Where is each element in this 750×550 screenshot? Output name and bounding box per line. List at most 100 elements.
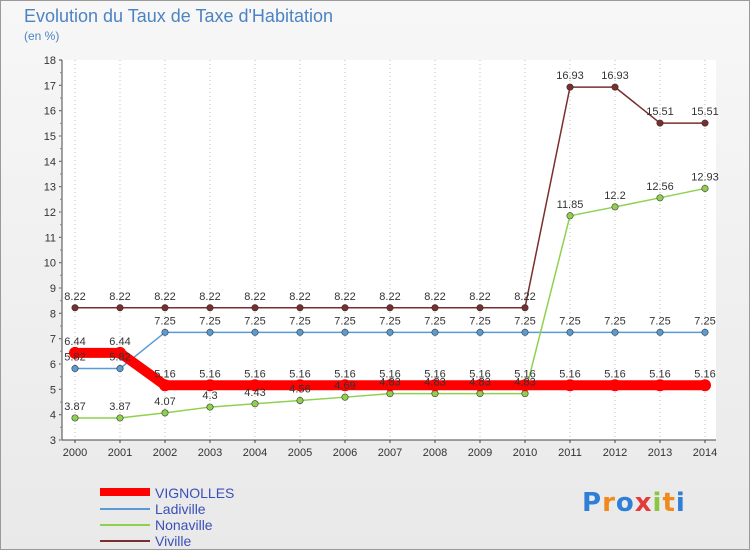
data-label-ladiville-2008: 7.25: [424, 315, 445, 327]
data-label-viville-2014: 15.51: [691, 106, 719, 118]
proxiti-logo: Proxiti: [582, 488, 686, 518]
point-viville-2009: [476, 304, 484, 312]
data-label-ladiville-2001: 5.82: [109, 352, 130, 364]
data-label-nonaville-2011: 11.85: [557, 199, 584, 211]
data-label-ladiville-2005: 7.25: [289, 315, 310, 327]
data-label-vignolles-2014: 5.16: [694, 368, 715, 380]
point-viville-2008: [431, 304, 439, 312]
data-label-nonaville-2012: 12.2: [604, 190, 625, 202]
data-label-ladiville-2004: 7.25: [244, 315, 265, 327]
point-ladiville-2000: [71, 365, 79, 373]
data-label-vignolles-2008: 5.16: [424, 368, 445, 380]
point-ladiville-2013: [656, 328, 664, 336]
point-ladiville-2005: [296, 328, 304, 336]
data-label-nonaville-2003: 4.3: [202, 390, 217, 402]
point-viville-2007: [386, 304, 394, 312]
data-label-vignolles-2010: 5.16: [514, 368, 535, 380]
point-nonaville-2005: [296, 396, 304, 404]
data-label-vignolles-2005: 5.16: [289, 368, 310, 380]
point-viville-2004: [251, 304, 259, 312]
x-tick-label-2007: 2007: [378, 447, 402, 459]
data-label-ladiville-2013: 7.25: [649, 315, 670, 327]
data-label-viville-2000: 8.22: [64, 291, 85, 303]
x-tick-label-2004: 2004: [243, 447, 267, 459]
x-tick-label-2011: 2011: [558, 447, 582, 459]
point-nonaville-2002: [161, 409, 169, 417]
x-tick-label-2002: 2002: [153, 447, 177, 459]
data-label-vignolles-2013: 5.16: [649, 368, 670, 380]
y-tick-label-6: 6: [50, 359, 56, 371]
point-viville-2003: [206, 304, 214, 312]
point-nonaville-2001: [116, 414, 124, 422]
data-label-nonaville-2010: 4.83: [514, 377, 535, 389]
point-nonaville-2000: [71, 414, 79, 422]
legend-swatch-viville: [100, 540, 150, 542]
data-label-nonaville-2013: 12.56: [646, 181, 674, 193]
point-viville-2010: [521, 304, 529, 312]
x-tick-label-2010: 2010: [513, 447, 537, 459]
data-label-vignolles-2001: 6.44: [109, 336, 130, 348]
data-label-viville-2007: 8.22: [379, 291, 400, 303]
x-tick-label-2012: 2012: [603, 447, 627, 459]
point-vignolles-2007: [384, 379, 396, 392]
data-label-vignolles-2002: 5.16: [154, 368, 175, 380]
point-nonaville-2009: [476, 390, 484, 398]
x-tick-label-2013: 2013: [648, 447, 672, 459]
chart-title: Evolution du Taux de Taxe d'Habitation: [24, 6, 333, 26]
point-nonaville-2014: [701, 184, 709, 192]
x-tick-label-2009: 2009: [468, 447, 492, 459]
point-nonaville-2010: [521, 390, 529, 398]
data-label-vignolles-2003: 5.16: [199, 368, 220, 380]
data-label-vignolles-2006: 5.16: [334, 368, 355, 380]
y-tick-label-15: 15: [44, 131, 56, 143]
point-viville-2005: [296, 304, 304, 312]
x-tick-label-2005: 2005: [288, 447, 312, 459]
data-label-ladiville-2011: 7.25: [559, 315, 580, 327]
data-label-nonaville-2014: 12.93: [691, 171, 719, 183]
point-nonaville-2013: [656, 194, 664, 202]
point-vignolles-2006: [339, 379, 351, 392]
point-viville-2012: [611, 83, 619, 91]
y-tick-label-16: 16: [44, 106, 56, 118]
x-tick-label-2001: 2001: [108, 447, 132, 459]
data-label-viville-2011: 16.93: [556, 70, 584, 82]
data-label-ladiville-2003: 7.25: [199, 315, 220, 327]
point-ladiville-2008: [431, 328, 439, 336]
legend-label-nonaville: Nonaville: [155, 517, 213, 533]
point-ladiville-2007: [386, 328, 394, 336]
point-viville-2000: [71, 304, 79, 312]
x-tick-label-2006: 2006: [333, 447, 357, 459]
data-label-vignolles-2012: 5.16: [604, 368, 625, 380]
data-label-viville-2008: 8.22: [424, 291, 445, 303]
point-vignolles-2002: [159, 379, 171, 392]
y-tick-label-3: 3: [50, 435, 56, 447]
data-label-ladiville-2006: 7.25: [334, 315, 355, 327]
point-viville-2001: [116, 304, 124, 312]
data-label-nonaville-2008: 4.83: [424, 377, 445, 389]
point-vignolles-2001: [114, 346, 126, 359]
point-nonaville-2003: [206, 403, 214, 411]
point-vignolles-2008: [429, 379, 441, 392]
point-nonaville-2006: [341, 393, 349, 401]
data-label-ladiville-2009: 7.25: [469, 315, 490, 327]
point-vignolles-2012: [609, 379, 621, 392]
data-label-vignolles-2011: 5.16: [559, 368, 580, 380]
point-viville-2006: [341, 304, 349, 312]
point-nonaville-2004: [251, 400, 259, 408]
x-tick-label-2003: 2003: [198, 447, 222, 459]
data-label-viville-2002: 8.22: [154, 291, 175, 303]
data-label-viville-2003: 8.22: [199, 291, 220, 303]
legend-label-viville: Viville: [155, 533, 192, 549]
y-tick-label-9: 9: [50, 283, 56, 295]
point-viville-2014: [701, 119, 709, 127]
legend-label-ladiville: Ladiville: [155, 501, 206, 517]
plot-area: [62, 60, 716, 440]
data-label-ladiville-2002: 7.25: [154, 315, 175, 327]
data-label-ladiville-2007: 7.25: [379, 315, 400, 327]
y-tick-label-8: 8: [50, 308, 56, 320]
point-vignolles-2005: [294, 379, 306, 392]
point-ladiville-2004: [251, 328, 259, 336]
y-tick-label-5: 5: [50, 384, 56, 396]
data-label-vignolles-2007: 5.16: [379, 368, 400, 380]
